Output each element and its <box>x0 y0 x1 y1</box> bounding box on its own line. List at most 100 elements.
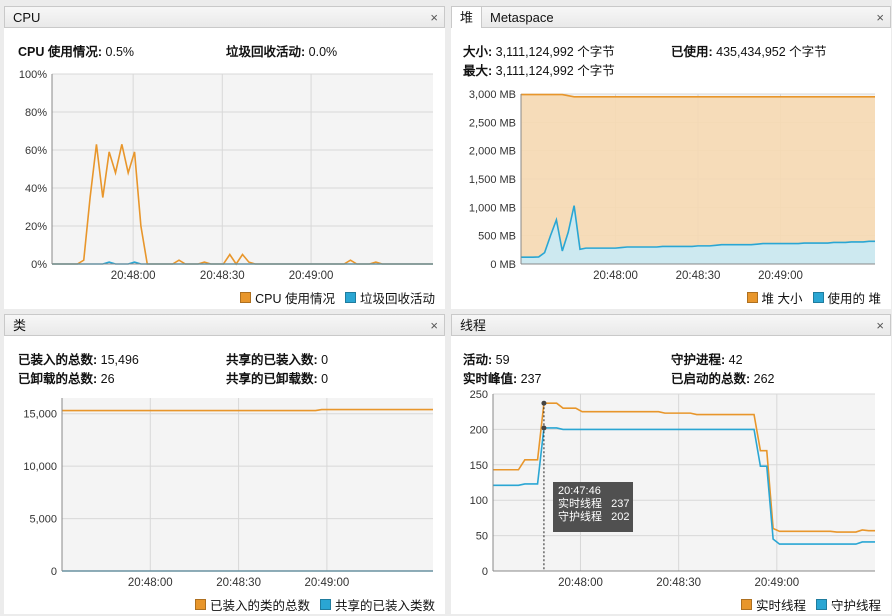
heap-used: 已使用: 435,434,952 个字节 <box>671 41 827 60</box>
threads-peak-label: 实时峰值: <box>463 372 518 386</box>
orange-swatch-icon <box>194 599 206 610</box>
close-icon[interactable]: × <box>430 318 438 333</box>
x-tick-label: 20:49:00 <box>305 577 350 589</box>
y-tick-label: 50 <box>476 531 488 543</box>
legend-gc: 垃圾回收活动 <box>359 292 435 306</box>
orange-swatch-icon <box>746 292 758 303</box>
y-tick-label: 2,000 MB <box>469 146 516 158</box>
legend-live-threads: 实时线程 <box>755 599 806 613</box>
series-line-0 <box>493 402 875 533</box>
threads-legend: 实时线程 守护线程 <box>740 595 881 614</box>
heap-max-label: 最大: <box>463 64 493 78</box>
heap-size-label: 大小: <box>463 45 493 59</box>
x-tick-label: 20:48:30 <box>216 577 261 589</box>
x-tick-label: 20:48:30 <box>200 270 245 282</box>
hover-point-daemon <box>541 425 547 431</box>
close-icon[interactable]: × <box>430 10 438 25</box>
series-line-0 <box>62 408 433 412</box>
x-tick-label: 20:48:00 <box>558 577 603 589</box>
heap-size-value: 3,111,124,992 个字节 <box>495 45 615 59</box>
tooltip-daemon: 守护线程 202 <box>558 511 630 523</box>
y-tick-label: 1,000 MB <box>469 202 516 214</box>
tab-classes[interactable]: 类 <box>13 318 27 333</box>
tab-threads[interactable]: 线程 <box>460 318 487 333</box>
y-tick-label: 100% <box>19 69 47 81</box>
heap-used-label: 已使用: <box>671 45 713 59</box>
classes-unloaded-value: 26 <box>100 372 115 386</box>
x-tick-label: 20:48:00 <box>128 577 173 589</box>
heap-tab-bar: 堆 Metaspace × <box>451 6 891 28</box>
threads-started-value: 262 <box>753 372 775 386</box>
classes-tab-bar: 类 × <box>4 314 445 336</box>
threads-panel: 线程 × 活动: 59 实时峰值: 237 守护进程: 42 已启动的总数: 2… <box>451 314 891 614</box>
y-tick-label: 100 <box>470 495 488 507</box>
x-tick-label: 20:49:00 <box>758 270 803 282</box>
shared-unloaded-value: 0 <box>321 372 329 386</box>
gc-activity-value: 0.0% <box>308 45 338 59</box>
orange-swatch-icon <box>740 599 752 610</box>
series-area-0 <box>521 94 875 264</box>
threads-live: 活动: 59 <box>463 349 510 368</box>
legend-heap-used: 使用的 堆 <box>827 292 881 306</box>
x-tick-label: 20:48:00 <box>593 270 638 282</box>
gc-activity-label: 垃圾回收活动: <box>226 45 306 59</box>
classes-legend: 已装入的类的总数 共享的已装入类数 <box>194 595 435 614</box>
y-tick-label: 2,500 MB <box>469 117 516 129</box>
y-tick-label: 80% <box>25 107 47 119</box>
legend-daemon-threads: 守护线程 <box>830 599 881 613</box>
threads-tab-bar: 线程 × <box>451 314 891 336</box>
threads-chart: 0 50 100 150 200 250 20:48:00 20:48:30 20:49:00 <box>470 390 875 589</box>
close-icon[interactable]: × <box>876 318 884 333</box>
tab-metaspace[interactable]: Metaspace <box>490 10 554 25</box>
heap-chart: 0 MB 500 MB 1,000 MB 1,500 MB 2,000 MB 2,500 … <box>469 89 875 282</box>
x-tick-label: 20:48:00 <box>111 270 156 282</box>
y-tick-label: 200 <box>470 424 488 436</box>
y-tick-label: 20% <box>25 221 47 233</box>
legend-cpu-usage: CPU 使用情况 <box>255 292 335 306</box>
heap-size: 大小: 3,111,124,992 个字节 <box>463 41 615 60</box>
classes-loaded-label: 已装入的总数: <box>18 353 98 367</box>
classes-panel: 类 × 已装入的总数: 15,496 已卸载的总数: 26 共享的已装入数: 0… <box>4 314 445 614</box>
tab-cpu[interactable]: CPU <box>13 10 41 25</box>
cpu-tab-bar: CPU × <box>4 6 445 28</box>
y-tick-label: 5,000 <box>29 514 57 526</box>
threads-started: 已启动的总数: 262 <box>671 368 775 387</box>
y-tick-label: 0 <box>51 566 57 578</box>
legend-shared-classes: 共享的已装入类数 <box>334 599 435 613</box>
classes-unloaded-label: 已卸载的总数: <box>18 372 98 386</box>
x-tick-label: 20:48:30 <box>656 577 701 589</box>
shared-loaded-label: 共享的已装入数: <box>226 353 318 367</box>
orange-swatch-icon <box>240 292 252 303</box>
threads-live-label: 活动: <box>463 353 493 367</box>
y-tick-label: 60% <box>25 145 47 157</box>
classes-loaded-value: 15,496 <box>100 353 139 367</box>
tab-heap[interactable]: 堆 <box>452 7 483 28</box>
threads-started-label: 已启动的总数: <box>671 372 751 386</box>
y-tick-label: 250 <box>470 390 488 401</box>
heap-used-value: 435,434,952 个字节 <box>716 45 827 59</box>
cpu-usage-value: 0.5% <box>105 45 135 59</box>
threads-daemon: 守护进程: 42 <box>671 349 743 368</box>
cpu-chart: 0% 20% 40% 60% 80% 100% 20:48:00 20:48:30 20:49:… <box>19 69 433 282</box>
classes-unloaded: 已卸载的总数: 26 <box>18 368 115 387</box>
series-line-0 <box>521 93 875 98</box>
hover-point-live <box>541 400 547 406</box>
legend-heap-size: 堆 大小 <box>761 292 803 306</box>
close-icon[interactable]: × <box>876 10 884 25</box>
heap-max: 最大: 3,111,124,992 个字节 <box>463 60 615 79</box>
gc-activity: 垃圾回收活动: 0.0% <box>226 41 337 60</box>
cpu-panel: CPU × CPU 使用情况: 0.5% 垃圾回收活动: 0.0% 0% 20% 4… <box>4 6 445 309</box>
y-tick-label: 500 MB <box>478 231 516 243</box>
blue-swatch-icon <box>812 292 824 303</box>
threads-daemon-label: 守护进程: <box>671 353 726 367</box>
heap-panel: 堆 Metaspace × 大小: 3,111,124,992 个字节 已使用:… <box>451 6 891 309</box>
plot-area <box>52 74 433 264</box>
threads-peak-value: 237 <box>520 372 542 386</box>
y-tick-label: 0 MB <box>490 259 516 271</box>
legend-loaded-classes: 已装入的类的总数 <box>209 599 310 613</box>
shared-loaded-value: 0 <box>321 353 329 367</box>
cpu-usage: CPU 使用情况: 0.5% <box>18 41 134 60</box>
threads-tooltip: 20:47:46 实时线程 237 守护线程 202 <box>553 482 633 532</box>
y-tick-label: 0% <box>31 259 47 271</box>
y-tick-label: 0 <box>482 566 488 578</box>
